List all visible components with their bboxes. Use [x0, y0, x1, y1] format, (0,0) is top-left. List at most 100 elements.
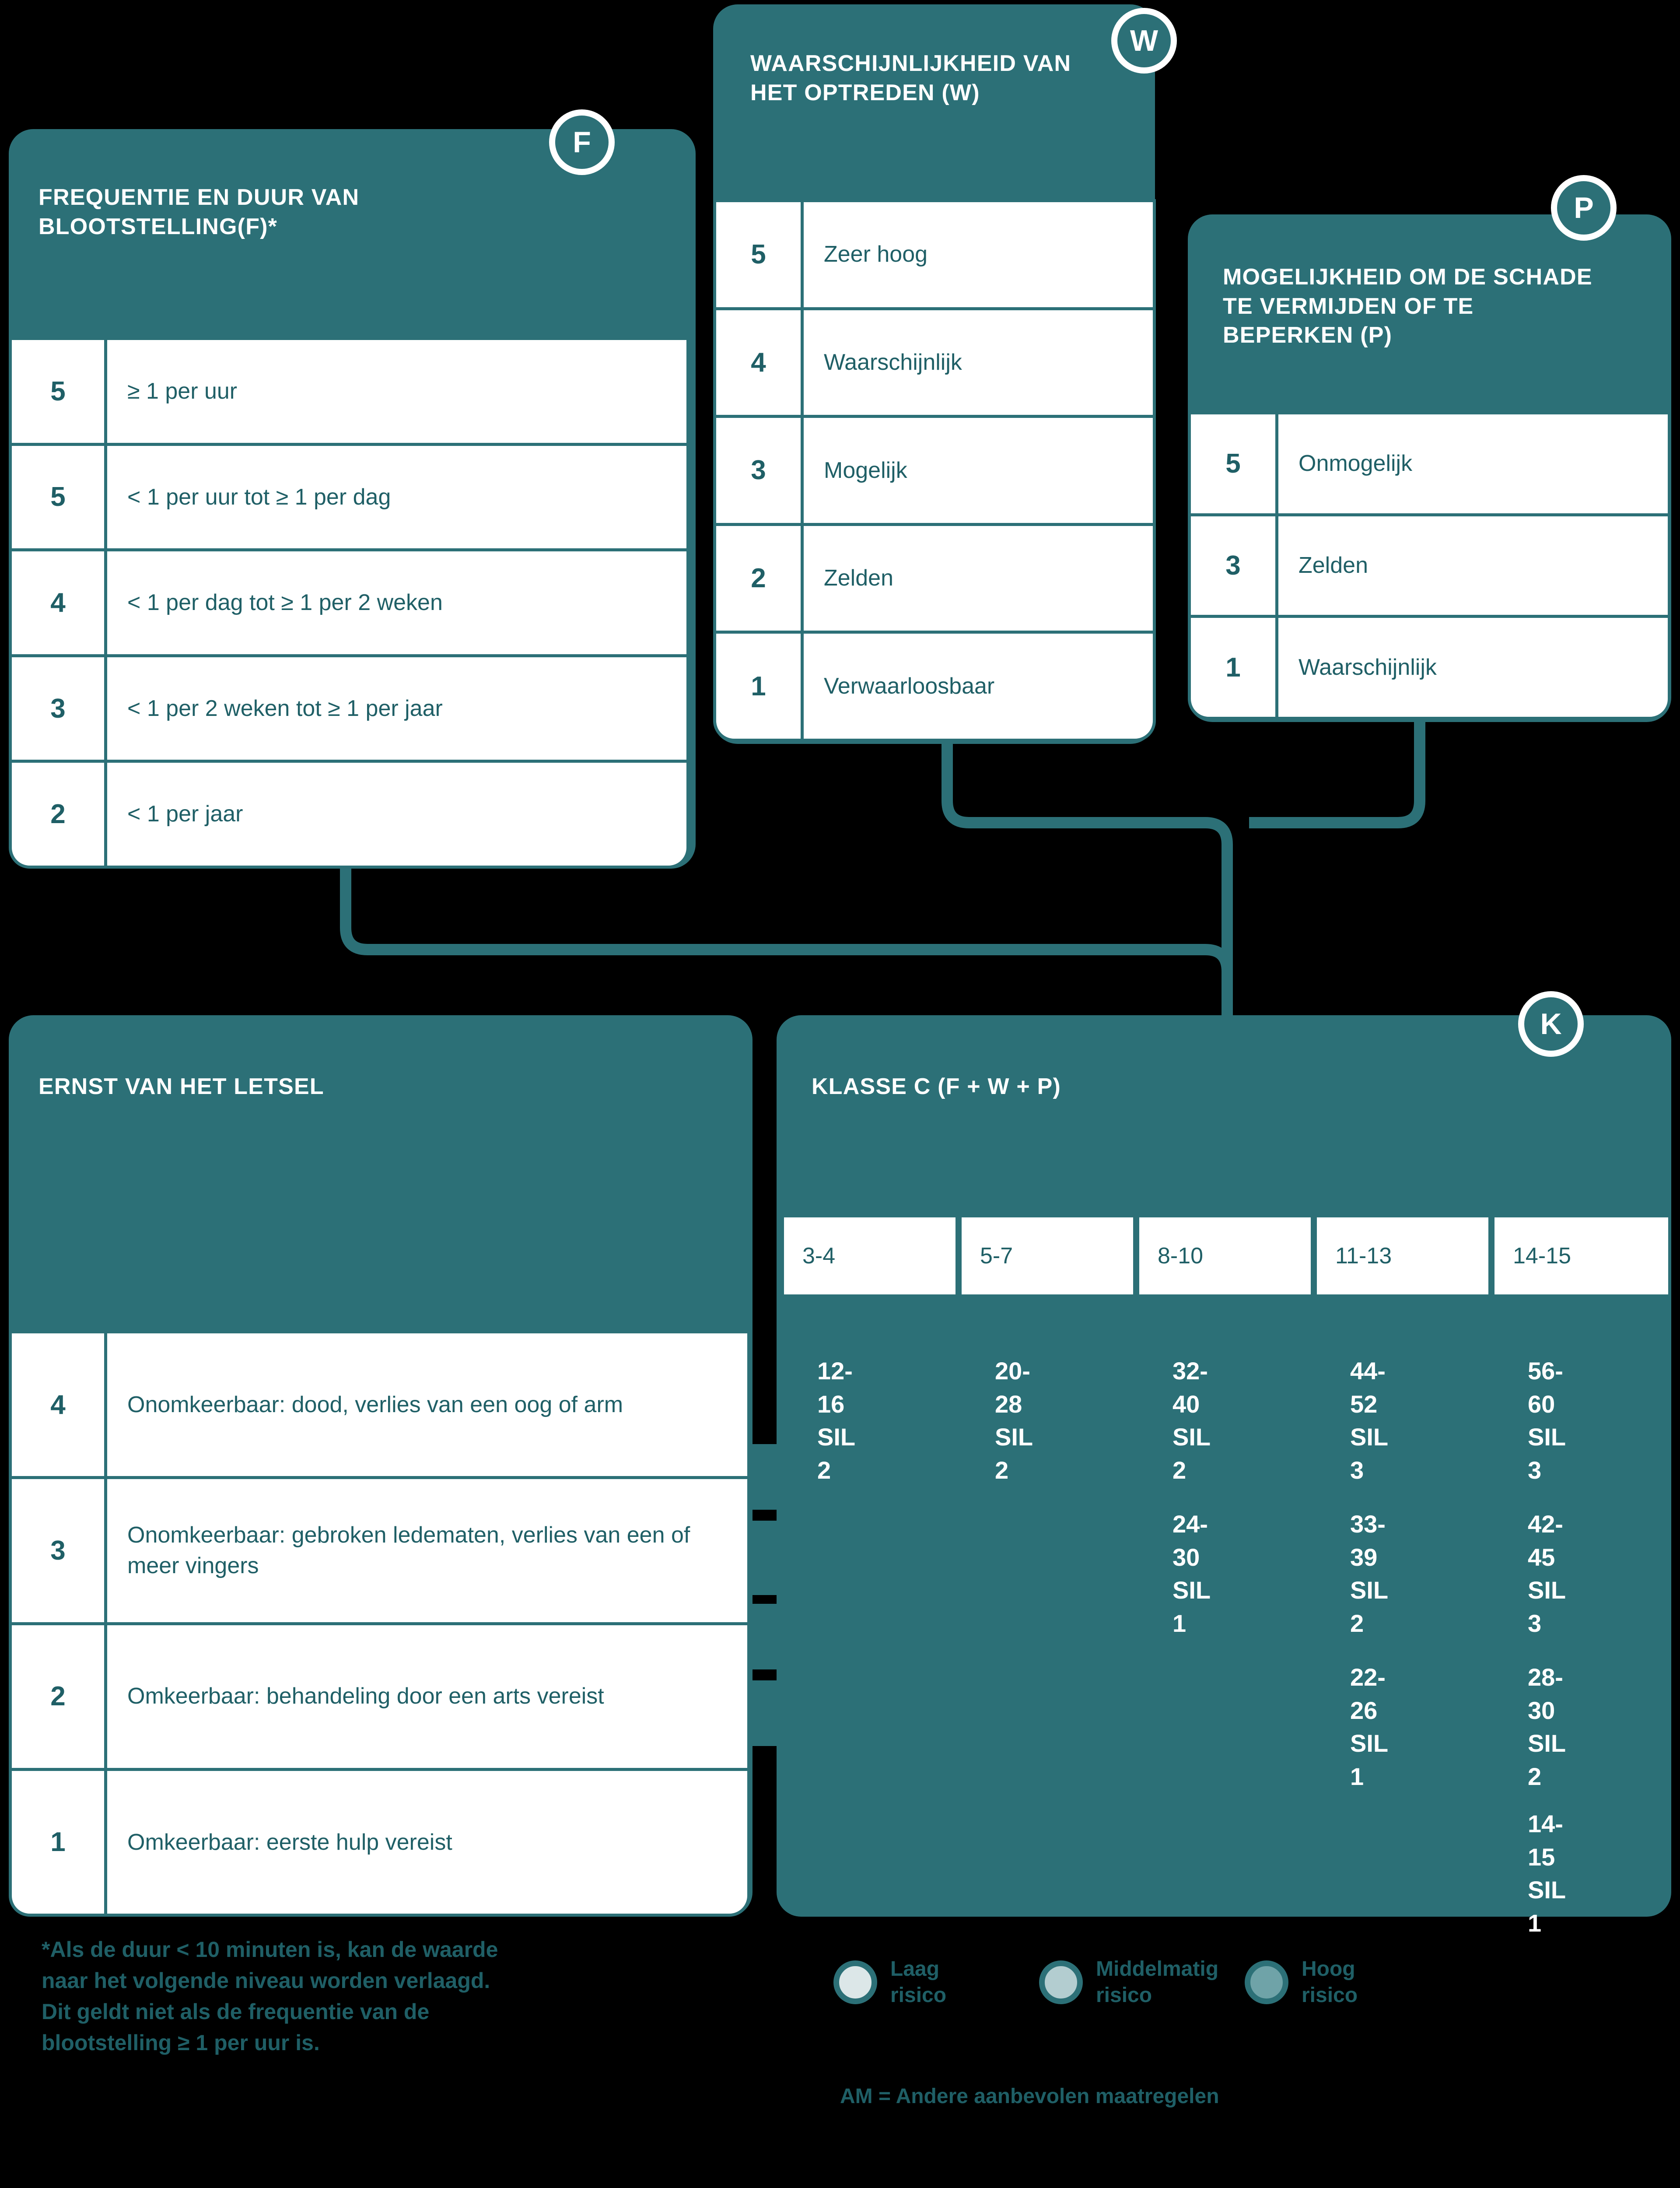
- table-row: 1 Verwaarloosbaar: [716, 634, 1153, 739]
- row-label: < 1 per jaar: [127, 801, 243, 827]
- panel-link-tab-4: [744, 1680, 796, 1746]
- panel-klasse-title: KLASSE C (F + W + P): [812, 1072, 1380, 1101]
- row-label: < 1 per dag tot ≥ 1 per 2 weken: [127, 590, 443, 616]
- legend-label-low-line2: risico: [890, 1984, 947, 2007]
- row-score: 2: [716, 526, 804, 631]
- column-header: 8-10: [1136, 1214, 1314, 1297]
- matrix-cell: 56-60 SIL 3: [1528, 1354, 1565, 1487]
- row-score: 3: [1191, 516, 1278, 615]
- legend-item-medium: Middelmatig risico: [1039, 1956, 1232, 2009]
- badge-k: K: [1518, 991, 1584, 1057]
- panel-ernst-title: ERNST VAN HET LETSEL: [38, 1072, 564, 1101]
- risk-legend: Laag risico Middelmatig risico Hoog risi…: [833, 1956, 1621, 2009]
- table-row: 5 < 1 per uur tot ≥ 1 per dag: [12, 445, 686, 552]
- legend-label-low-line1: Laag: [890, 1957, 940, 1981]
- row-label: Onomkeerbaar: gebroken ledematen, verlie…: [127, 1522, 690, 1579]
- matrix-cell: 12-16 SIL 2: [817, 1354, 855, 1487]
- table-row: 3 < 1 per 2 weken tot ≥ 1 per jaar: [12, 657, 686, 763]
- column-header: 3-4: [781, 1214, 959, 1297]
- legend-item-high: Hoog risico: [1245, 1956, 1411, 2009]
- matrix-cell: 28-30 SIL 2: [1528, 1661, 1565, 1793]
- legend-label-medium-line1: Middelmatig: [1096, 1957, 1219, 1981]
- legend-label-medium-line2: risico: [1096, 1984, 1152, 2007]
- legend-label-high: Hoog risico: [1302, 1956, 1411, 2009]
- panel-f-title-text: FREQUENTIE EN DUUR VAN BLOOTSTELLING(F)*: [38, 185, 360, 239]
- cell-sil: SIL 1: [1528, 1876, 1566, 1937]
- legend-item-low: Laag risico: [833, 1956, 1000, 2009]
- panel-link-tab-1: [744, 1444, 796, 1510]
- matrix-cell: 14-15 SIL 1: [1528, 1807, 1565, 1939]
- row-score: 5: [12, 340, 107, 443]
- panel-w-title-text: WAARSCHIJNLIJKHEID VAN HET OPTREDEN (W): [750, 51, 1071, 105]
- row-label: Omkeerbaar: behandeling door een arts ve…: [127, 1683, 604, 1709]
- badge-f: F: [549, 109, 615, 175]
- table-mogelijkheid: 5 Onmogelijk 3 Zelden 1 Waarschijnlijk: [1188, 411, 1671, 720]
- row-label: ≥ 1 per uur: [127, 378, 238, 404]
- cell-range: 42-45: [1528, 1510, 1563, 1571]
- row-label: Onomkeerbaar: dood, verlies van een oog …: [127, 1392, 623, 1417]
- cell-range: 22-26: [1350, 1663, 1386, 1724]
- table-row: 2 Zelden: [716, 526, 1153, 634]
- matrix-cell: 33-39 SIL 2: [1350, 1508, 1388, 1640]
- table-row: 3 Mogelijk: [716, 418, 1153, 526]
- row-label: < 1 per uur tot ≥ 1 per dag: [127, 484, 391, 510]
- panel-p-title: MOGELIJKHEID OM DE SCHADE TE VERMIJDEN O…: [1223, 263, 1603, 350]
- matrix-cell: 24-30 SIL 1: [1172, 1508, 1210, 1640]
- row-score: 1: [12, 1771, 107, 1914]
- column-header: 11-13: [1314, 1214, 1491, 1297]
- cell-range: 12-16: [817, 1357, 853, 1418]
- column-header: 5-7: [959, 1214, 1136, 1297]
- row-label: Zelden: [824, 565, 893, 591]
- cell-range: 28-30: [1528, 1663, 1563, 1724]
- row-score: 2: [12, 763, 107, 866]
- row-score: 2: [12, 1625, 107, 1768]
- table-row: 4 < 1 per dag tot ≥ 1 per 2 weken: [12, 551, 686, 657]
- cell-sil: SIL 1: [1350, 1729, 1388, 1790]
- legend-label-high-line2: risico: [1302, 1984, 1358, 2007]
- panel-link-tab-3: [744, 1604, 796, 1669]
- row-label: Zelden: [1298, 553, 1368, 579]
- cell-sil: SIL 3: [1528, 1423, 1566, 1484]
- cell-range: 33-39: [1350, 1510, 1386, 1571]
- row-score: 5: [1191, 414, 1278, 513]
- table-row: 3 Onomkeerbaar: gebroken ledematen, verl…: [12, 1479, 747, 1625]
- badge-w: W: [1111, 8, 1177, 74]
- panel-klasse-title-text: KLASSE C (F + W + P): [812, 1074, 1061, 1099]
- cell-sil: SIL 2: [1350, 1576, 1388, 1637]
- row-label: Waarschijnlijk: [1298, 654, 1437, 680]
- badge-p: P: [1551, 175, 1617, 241]
- matrix-cell: 32-40 SIL 2: [1172, 1354, 1210, 1487]
- row-label: Verwaarloosbaar: [824, 673, 995, 699]
- row-label: Onmogelijk: [1298, 451, 1413, 477]
- cell-range: 20-28: [995, 1357, 1030, 1418]
- legend-label-low: Laag risico: [890, 1956, 1000, 2009]
- am-abbreviation-note: AM = Andere aanbevolen maatregelen: [840, 2085, 1219, 2108]
- row-label: < 1 per 2 weken tot ≥ 1 per jaar: [127, 695, 443, 721]
- cell-range: 44-52: [1350, 1357, 1386, 1418]
- cell-range: 14-15: [1528, 1810, 1563, 1871]
- legend-label-medium: Middelmatig risico: [1096, 1956, 1232, 2009]
- cell-range: 24-30: [1172, 1510, 1208, 1571]
- matrix-cell: 22-26 SIL 1: [1350, 1661, 1388, 1793]
- row-score: 3: [716, 418, 804, 523]
- row-label: Mogelijk: [824, 457, 907, 483]
- row-score: 3: [12, 1479, 107, 1622]
- table-row: 3 Zelden: [1191, 516, 1668, 618]
- cell-sil: SIL 2: [817, 1423, 855, 1484]
- legend-label-high-line1: Hoog: [1302, 1957, 1355, 1981]
- cell-sil: SIL 2: [995, 1423, 1033, 1484]
- row-label: Zeer hoog: [824, 242, 928, 267]
- cell-sil: SIL 2: [1528, 1729, 1566, 1790]
- table-frequentie: 5 ≥ 1 per uur 5 < 1 per uur tot ≥ 1 per …: [9, 337, 690, 869]
- panel-klasse-c: [777, 1015, 1671, 1917]
- row-label: Waarschijnlijk: [824, 350, 962, 375]
- matrix-cell: 42-45 SIL 3: [1528, 1508, 1565, 1640]
- panel-ernst-title-text: ERNST VAN HET LETSEL: [38, 1074, 324, 1099]
- row-score: 4: [716, 310, 804, 415]
- klasse-column-headers: 3-4 5-7 8-10 11-13 14-15: [781, 1214, 1671, 1297]
- table-row: 5 Onmogelijk: [1191, 414, 1668, 516]
- table-row: 1 Omkeerbaar: eerste hulp vereist: [12, 1771, 747, 1914]
- cell-sil: SIL 1: [1172, 1576, 1211, 1637]
- row-score: 4: [12, 1333, 107, 1476]
